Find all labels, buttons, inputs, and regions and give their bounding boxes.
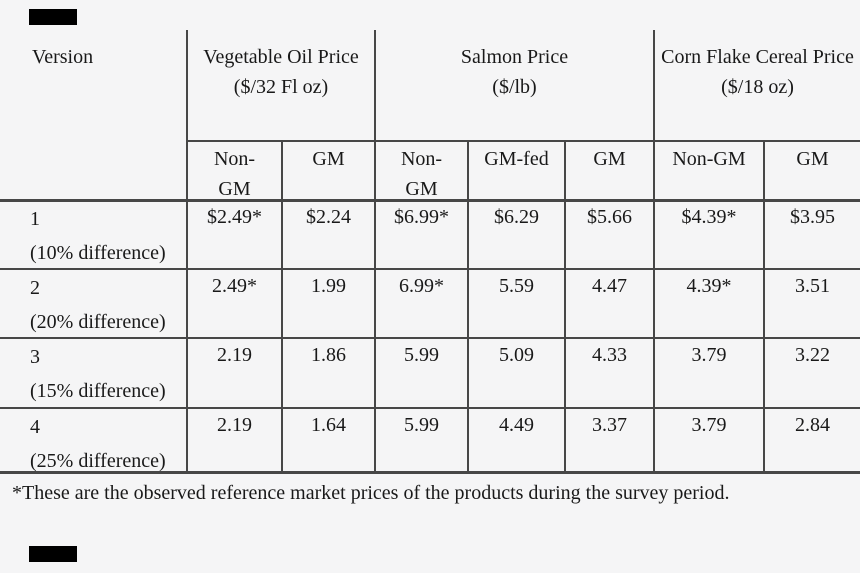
subheader-salmon-gm: GM (564, 141, 653, 201)
price-cell: 3.79 (653, 409, 763, 474)
price-cell: $5.66 (564, 201, 653, 270)
subheader-label: GM (593, 148, 626, 170)
header-version: Version (0, 30, 186, 141)
table-row-version-1: 1 (10% difference) $2.49* $2.24 $6.99* $… (0, 201, 860, 270)
price-cell: 4.47 (564, 270, 653, 339)
subheader-label: Non-GM (213, 148, 256, 200)
corn-flake-label: Corn Flake Cereal Price (661, 46, 854, 68)
price-cell: 6.99* (374, 270, 467, 339)
price-cell: 4.33 (564, 339, 653, 409)
black-mark-top (29, 9, 77, 25)
version-difference: (25% difference) (30, 450, 166, 472)
group-header-vegetable-oil: Vegetable Oil Price ($/32 Fl oz) (186, 30, 374, 141)
subheader-corn-non-gm: Non-GM (653, 141, 763, 201)
price-cell: 4.39* (653, 270, 763, 339)
price-cell: $4.39* (653, 201, 763, 270)
price-cell: 5.99 (374, 409, 467, 474)
footnote: *These are the observed reference market… (12, 482, 730, 504)
subheader-salmon-gm-fed: GM-fed (467, 141, 564, 201)
row-divider-line (0, 268, 860, 270)
version-cell: 4 (25% difference) (0, 409, 186, 474)
subheader-veg-non-gm: Non-GM (186, 141, 281, 201)
version-difference: (15% difference) (30, 380, 166, 402)
table-row-version-3: 3 (15% difference) 2.19 1.86 5.99 5.09 4… (0, 339, 860, 409)
subheader-label: GM (796, 148, 829, 170)
price-cell: $6.29 (467, 201, 564, 270)
price-cell: $3.95 (763, 201, 860, 270)
header-bottom-line (0, 199, 860, 202)
table-row-version-4: 4 (25% difference) 2.19 1.64 5.99 4.49 3… (0, 409, 860, 474)
salmon-unit: ($/lb) (492, 76, 537, 98)
header-divider-line (186, 140, 860, 142)
version-difference: (10% difference) (30, 242, 166, 264)
salmon-label: Salmon Price (460, 46, 569, 68)
sub-header-row: Non-GM GM Non-GM GM-fed GM Non-GM GM (0, 141, 860, 201)
price-cell: $6.99* (374, 201, 467, 270)
price-cell: 2.84 (763, 409, 860, 474)
group-header-row: Version Vegetable Oil Price ($/32 Fl oz)… (0, 30, 860, 141)
version-difference: (20% difference) (30, 311, 166, 333)
price-cell: 1.64 (281, 409, 374, 474)
price-cell: 3.22 (763, 339, 860, 409)
row-divider-line (0, 337, 860, 339)
price-cell: 5.09 (467, 339, 564, 409)
black-mark-bottom (29, 546, 77, 562)
price-cell: $2.24 (281, 201, 374, 270)
version-cell: 1 (10% difference) (0, 201, 186, 270)
price-cell: $2.49* (186, 201, 281, 270)
header-version-label: Version (32, 46, 94, 68)
price-cell: 5.59 (467, 270, 564, 339)
subheader-veg-gm: GM (281, 141, 374, 201)
subheader-corn-gm: GM (763, 141, 860, 201)
subheader-label: GM (312, 148, 345, 170)
price-cell: 3.51 (763, 270, 860, 339)
version-number: 4 (30, 416, 40, 438)
version-cell: 2 (20% difference) (0, 270, 186, 339)
subheader-label: Non-GM (400, 148, 443, 200)
row-divider-line (0, 407, 860, 409)
vegetable-oil-unit: ($/32 Fl oz) (233, 76, 329, 98)
price-cell: 5.99 (374, 339, 467, 409)
price-cell: 2.19 (186, 409, 281, 474)
group-header-salmon: Salmon Price ($/lb) (374, 30, 653, 141)
price-cell: 1.99 (281, 270, 374, 339)
vegetable-oil-label: Vegetable Oil Price (203, 46, 359, 68)
version-number: 1 (30, 208, 40, 230)
price-cell: 3.79 (653, 339, 763, 409)
version-number: 2 (30, 277, 40, 299)
price-cell: 1.86 (281, 339, 374, 409)
subheader-salmon-non-gm: Non-GM (374, 141, 467, 201)
version-number: 3 (30, 346, 40, 368)
table-row-version-2: 2 (20% difference) 2.49* 1.99 6.99* 5.59… (0, 270, 860, 339)
price-cell: 4.49 (467, 409, 564, 474)
price-cell: 3.37 (564, 409, 653, 474)
subheader-label: GM-fed (484, 148, 549, 170)
corn-flake-unit: ($/18 oz) (721, 76, 794, 98)
price-cell: 2.49* (186, 270, 281, 339)
sub-header-spacer (0, 141, 186, 201)
group-header-corn-flake: Corn Flake Cereal Price ($/18 oz) (653, 30, 860, 141)
price-table: Version Vegetable Oil Price ($/32 Fl oz)… (0, 30, 860, 474)
price-cell: 2.19 (186, 339, 281, 409)
table-bottom-line (0, 471, 860, 474)
subheader-label: Non-GM (672, 148, 746, 170)
version-cell: 3 (15% difference) (0, 339, 186, 409)
